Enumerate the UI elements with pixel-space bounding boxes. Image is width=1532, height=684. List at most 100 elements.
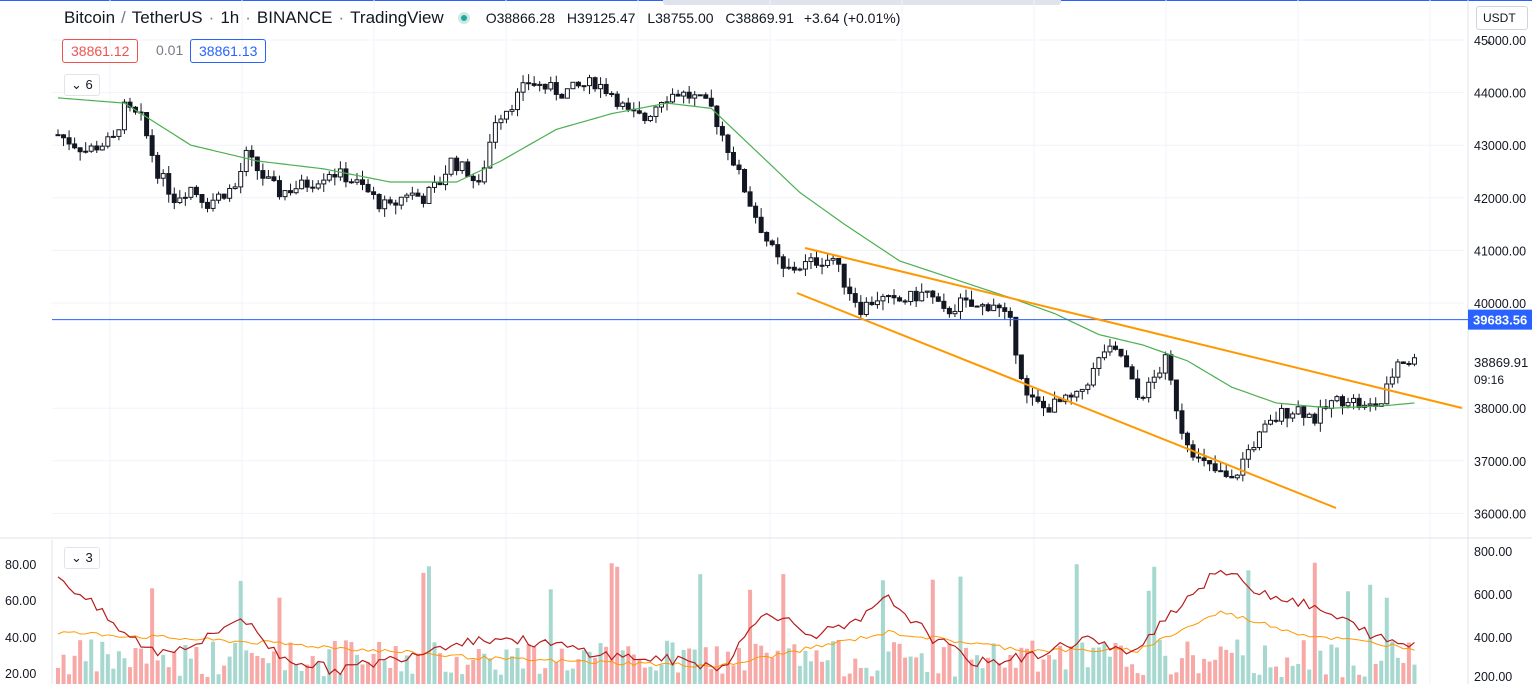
volume-bar	[1202, 658, 1207, 684]
candle-down	[742, 169, 748, 193]
candle-down	[310, 186, 316, 189]
volume-bar	[1312, 562, 1317, 684]
candle-down	[963, 297, 969, 301]
volume-bar	[853, 658, 858, 684]
volume-indicators-toggle[interactable]: ⌄ 3	[64, 547, 100, 569]
symbol-name[interactable]: Bitcoin	[64, 8, 116, 27]
candle-down	[531, 83, 537, 86]
candle-up	[210, 199, 216, 209]
volume-bar	[537, 673, 542, 684]
volume-bar	[493, 669, 498, 684]
candle-down	[930, 290, 936, 298]
volume-bar	[354, 654, 359, 684]
volume-bar	[349, 642, 354, 684]
volume-bar	[731, 665, 736, 684]
candle-down	[166, 173, 172, 195]
volume-bar	[1329, 644, 1334, 684]
dot-separator: ·	[208, 8, 215, 27]
ask-price-button[interactable]: 38861.13	[190, 39, 267, 63]
volume-bar	[875, 670, 880, 684]
volume-bar	[332, 640, 337, 684]
volume-bar	[1119, 645, 1124, 684]
candle-up	[265, 176, 271, 179]
volume-bar	[238, 580, 243, 684]
candle-down	[969, 299, 975, 307]
interval-label[interactable]: 1h	[220, 8, 240, 27]
volume-bar	[642, 667, 647, 684]
candle-up	[1074, 390, 1080, 398]
top-drag-handle[interactable]	[663, 0, 1061, 5]
currency-selector[interactable]: USDT ⌄	[1476, 6, 1528, 47]
volume-bar	[720, 673, 725, 684]
candle-up	[1251, 447, 1257, 451]
volume-bar	[83, 661, 88, 684]
volume-bar	[1229, 652, 1234, 684]
volume-bar	[980, 668, 985, 684]
volume-axis-label: 200.00	[1474, 670, 1512, 684]
symbol-separator: /	[121, 8, 126, 27]
symbol-header: Bitcoin / TetherUS · 1h · BINANCE · Trad…	[64, 8, 900, 28]
candle-down	[609, 93, 615, 96]
candle-down	[360, 179, 366, 185]
candle-down	[592, 77, 598, 90]
candle-up	[797, 268, 803, 271]
open-label: O	[485, 10, 497, 26]
candle-down	[996, 304, 1002, 309]
volume-bar	[1412, 664, 1417, 684]
candle-up	[1157, 372, 1163, 378]
candle-up	[692, 94, 698, 99]
candle-down	[686, 91, 692, 99]
candle-down	[1406, 362, 1412, 365]
exchange-label[interactable]: BINANCE	[256, 8, 333, 27]
volume-bar	[1074, 564, 1079, 684]
bid-price-button[interactable]: 38861.12	[62, 39, 139, 63]
volume-bar	[438, 653, 443, 684]
low-value: 38755.00	[655, 10, 714, 26]
volume-bar	[460, 674, 465, 684]
candle-down	[1212, 463, 1218, 472]
candle-down	[603, 83, 609, 95]
candle-down	[199, 194, 205, 203]
volume-bar	[952, 676, 957, 684]
quote-name[interactable]: TetherUS	[131, 8, 203, 27]
volume-bar	[1085, 667, 1090, 684]
candle-up	[404, 194, 410, 198]
candle-down	[841, 263, 847, 288]
candle-up	[1256, 431, 1262, 449]
candle-up	[952, 310, 958, 315]
candle-up	[110, 135, 116, 138]
volume-bar	[947, 643, 952, 684]
candle-down	[1218, 470, 1224, 473]
volume-bar	[1041, 659, 1046, 684]
volume-bar	[576, 659, 581, 684]
candle-down	[304, 179, 310, 188]
high-value: 39125.47	[577, 10, 636, 26]
candle-up	[885, 295, 891, 298]
candle-down	[897, 297, 903, 302]
candle-down	[387, 199, 393, 204]
volume-bar	[659, 664, 664, 684]
candle-down	[437, 182, 443, 186]
candle-down	[55, 134, 61, 137]
volume-bar	[1091, 647, 1096, 684]
volume-bar	[1406, 642, 1411, 684]
volume-bar	[1301, 640, 1306, 684]
candle-down	[1140, 396, 1146, 399]
volume-bar	[781, 574, 786, 684]
volume-bar	[1240, 655, 1245, 684]
volume-bar	[1395, 657, 1400, 684]
volume-bar	[764, 652, 769, 684]
volume-bar	[770, 657, 775, 684]
volume-axis-label: 400.00	[1474, 631, 1512, 645]
volume-bar	[1257, 674, 1262, 684]
market-status-icon[interactable]	[457, 12, 470, 24]
oscillator-axis-label: 80.00	[5, 558, 36, 572]
main-indicators-toggle[interactable]: ⌄ 6	[64, 74, 100, 96]
volume-bar	[188, 658, 193, 684]
candle-up	[238, 171, 244, 188]
volume-bar	[498, 674, 503, 684]
candle-down	[149, 135, 155, 156]
candle-down	[1041, 400, 1047, 409]
indicators-count: 6	[85, 77, 93, 92]
